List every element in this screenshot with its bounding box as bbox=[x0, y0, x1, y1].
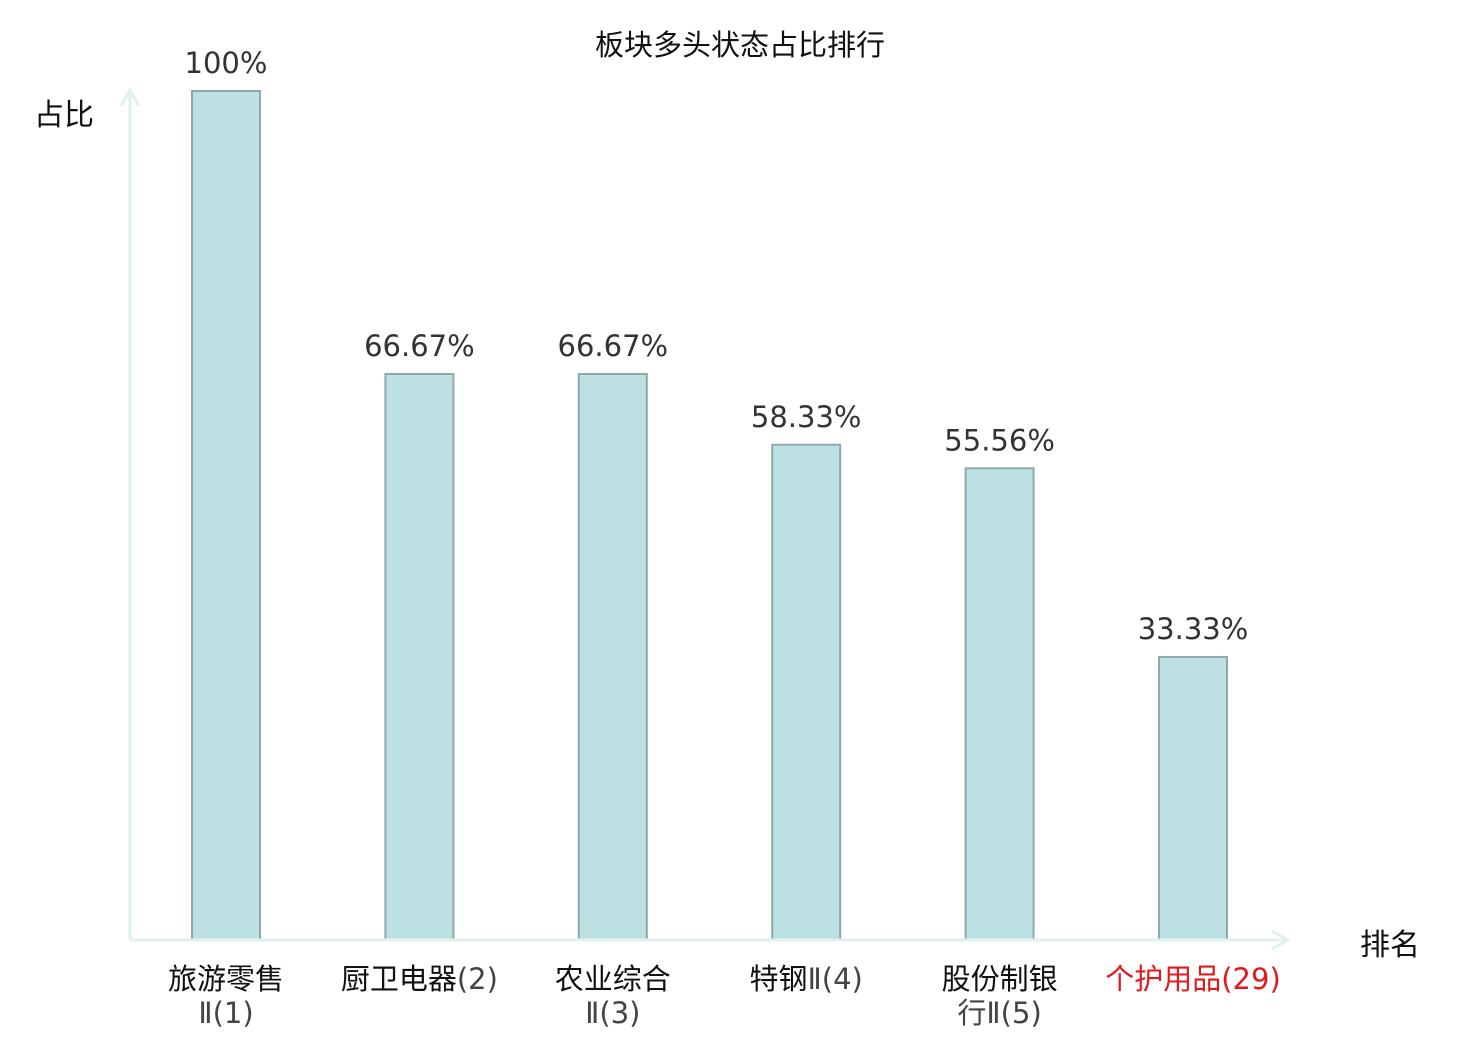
category-label-3: 农业综合 Ⅱ(3) bbox=[513, 962, 713, 1030]
bar-2 bbox=[384, 372, 455, 942]
category-rank: Ⅱ(1) bbox=[198, 996, 254, 1030]
category-name: 股份制银 bbox=[941, 962, 1058, 996]
category-name: 厨卫电器 bbox=[340, 962, 457, 996]
category-label-4: 特钢Ⅱ(4) bbox=[706, 962, 906, 996]
category-name: 旅游零售 bbox=[167, 962, 284, 996]
category-name: 农业综合 bbox=[554, 962, 671, 996]
x-axis-label: 排名 bbox=[1360, 928, 1420, 963]
value-label-3: 66.67% bbox=[558, 329, 669, 363]
value-label-4: 58.33% bbox=[751, 400, 862, 434]
bar-6 bbox=[1158, 656, 1228, 942]
category-label-2: 厨卫电器(2) bbox=[319, 962, 519, 996]
value-label-6: 33.33% bbox=[1138, 612, 1249, 646]
category-rank: (29) bbox=[1221, 962, 1281, 996]
value-label-5: 55.56% bbox=[944, 423, 1055, 457]
category-label-6: 个护用品(29) bbox=[1093, 962, 1293, 996]
value-label-2: 66.67% bbox=[364, 329, 475, 363]
bar-3 bbox=[577, 372, 648, 942]
category-rank: Ⅱ(3) bbox=[585, 996, 641, 1030]
bar-4 bbox=[771, 443, 842, 941]
category-name: 特钢 bbox=[749, 962, 808, 996]
y-axis-arrow bbox=[119, 86, 141, 107]
category-rank: (2) bbox=[456, 962, 498, 996]
category-label-1: 旅游零售 Ⅱ(1) bbox=[126, 962, 326, 1030]
chart-title: 板块多头状态占比排行 bbox=[594, 28, 885, 62]
bar-1 bbox=[191, 90, 261, 941]
category-name: 个护用品 bbox=[1105, 962, 1222, 996]
y-axis-label: 占比 bbox=[34, 98, 94, 133]
category-rank: 行Ⅱ(5) bbox=[957, 996, 1042, 1030]
bar-5 bbox=[964, 467, 1035, 941]
category-rank: Ⅱ(4) bbox=[807, 962, 863, 996]
value-label-1: 100% bbox=[185, 46, 268, 80]
x-axis-arrow bbox=[1271, 929, 1292, 951]
category-label-5: 股份制银 行Ⅱ(5) bbox=[900, 962, 1100, 1030]
